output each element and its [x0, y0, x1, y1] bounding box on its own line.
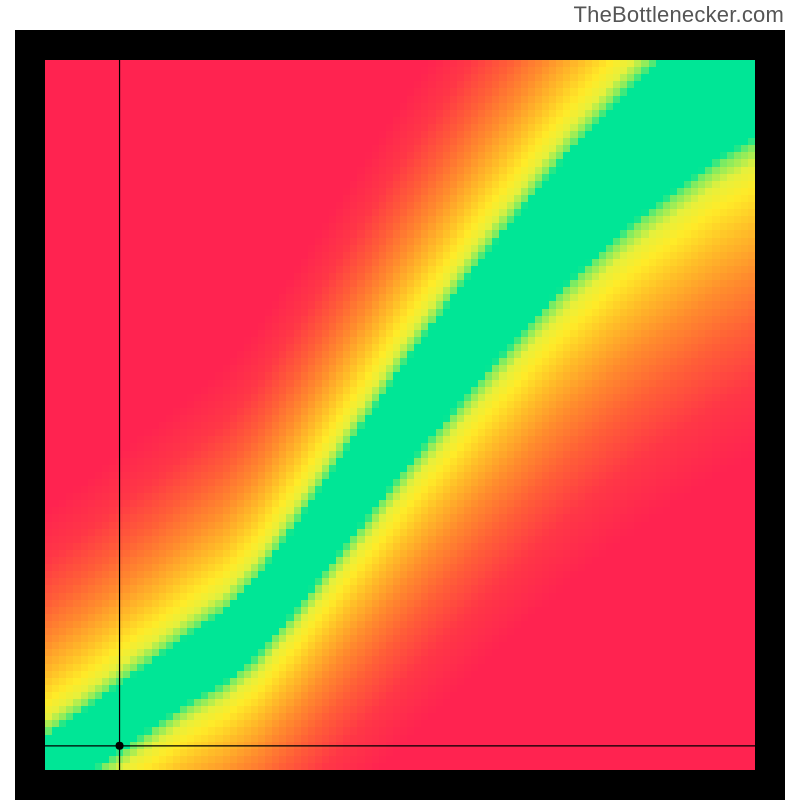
watermark-text: TheBottlenecker.com: [574, 2, 784, 28]
heatmap-canvas: [15, 30, 785, 800]
chart-container: TheBottlenecker.com: [0, 0, 800, 800]
